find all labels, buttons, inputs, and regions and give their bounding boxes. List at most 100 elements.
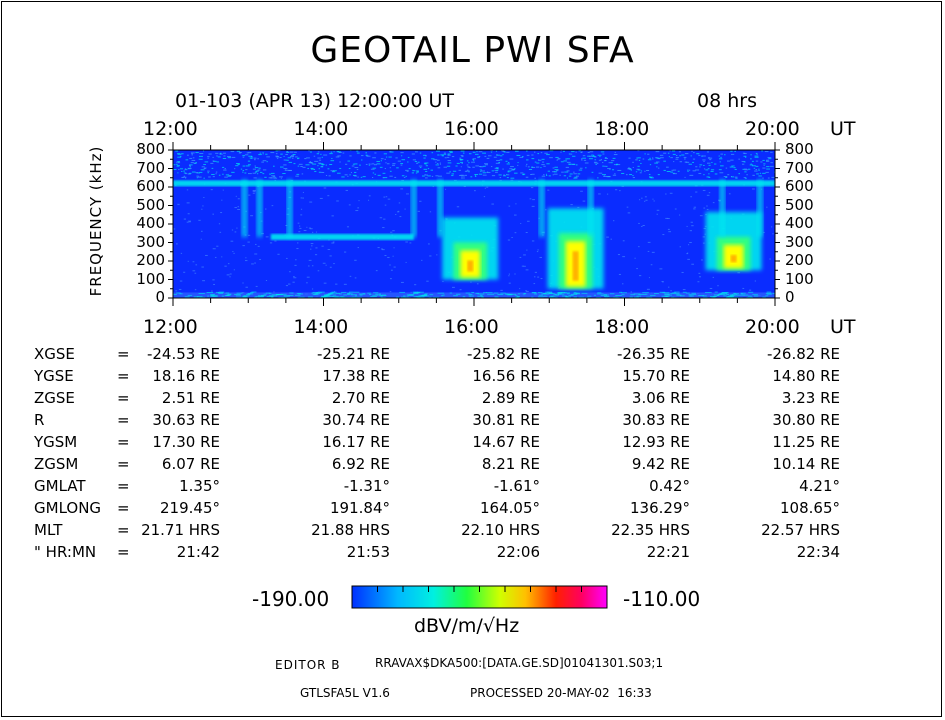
noise-speck — [690, 221, 693, 223]
noise-speck — [445, 188, 447, 190]
noise-speck — [644, 153, 646, 155]
low-freq-speck — [406, 295, 409, 297]
noise-speck — [308, 265, 310, 267]
noise-speck — [446, 156, 450, 158]
noise-speck — [248, 194, 251, 196]
noise-speck — [391, 164, 395, 166]
low-freq-speck — [330, 292, 334, 294]
noise-speck — [755, 160, 759, 162]
noise-speck — [578, 150, 582, 152]
noise-speck — [632, 175, 634, 177]
noise-speck — [186, 154, 189, 156]
noise-speck — [771, 226, 773, 228]
noise-speck — [386, 156, 388, 158]
noise-speck — [414, 284, 417, 286]
noise-speck — [665, 193, 667, 195]
noise-speck — [392, 163, 396, 165]
noise-speck — [368, 163, 370, 165]
noise-speck — [381, 249, 385, 251]
noise-speck — [224, 265, 227, 267]
noise-speck — [470, 281, 472, 283]
noise-speck — [452, 170, 457, 172]
noise-speck — [514, 172, 518, 174]
low-freq-speck — [380, 296, 383, 298]
noise-speck — [415, 170, 419, 172]
low-freq-speck — [726, 296, 733, 298]
noise-speck — [480, 171, 482, 173]
low-freq-speck — [719, 293, 723, 295]
noise-speck — [560, 161, 564, 163]
noise-speck — [279, 176, 283, 178]
noise-speck — [657, 167, 660, 169]
noise-speck — [400, 188, 404, 190]
noise-speck — [696, 153, 700, 155]
noise-speck — [638, 199, 641, 201]
ephemeris-value: 22.10 HRS — [461, 521, 540, 539]
ephemeris-value: 1.35° — [179, 477, 220, 495]
noise-speck — [276, 157, 279, 159]
noise-speck — [701, 155, 706, 157]
noise-speck — [414, 151, 418, 153]
noise-speck — [419, 200, 422, 202]
low-freq-speck — [654, 293, 659, 295]
low-freq-speck — [615, 296, 620, 298]
noise-speck — [427, 243, 430, 245]
low-freq-speck — [226, 294, 232, 296]
noise-speck — [575, 177, 578, 179]
noise-speck — [562, 150, 565, 152]
noise-speck — [573, 177, 576, 179]
low-freq-speck — [621, 294, 625, 296]
noise-speck — [597, 177, 599, 179]
low-freq-speck — [736, 294, 742, 296]
noise-speck — [655, 161, 660, 163]
noise-speck — [212, 160, 215, 162]
noise-speck — [646, 288, 650, 290]
noise-speck — [200, 169, 205, 171]
ephemeris-label: " HR:MN — [34, 543, 97, 561]
noise-speck — [502, 168, 504, 170]
noise-speck — [666, 218, 670, 220]
noise-speck — [352, 163, 355, 165]
noise-speck — [191, 154, 193, 156]
low-freq-speck — [401, 296, 406, 298]
noise-speck — [309, 161, 312, 163]
low-freq-speck — [581, 292, 588, 294]
noise-speck — [389, 278, 392, 280]
noise-speck — [216, 155, 218, 157]
noise-speck — [702, 159, 706, 161]
noise-speck — [425, 165, 428, 167]
ephemeris-value: 2.70 RE — [331, 389, 390, 407]
noise-speck — [183, 271, 186, 273]
noise-speck — [317, 270, 320, 272]
noise-speck — [649, 157, 651, 159]
noise-speck — [192, 270, 196, 272]
noise-speck — [663, 152, 667, 154]
noise-speck — [387, 198, 391, 200]
noise-speck — [376, 163, 381, 165]
noise-speck — [289, 271, 291, 273]
noise-speck — [526, 159, 529, 161]
noise-speck — [735, 177, 738, 179]
noise-speck — [490, 151, 493, 153]
noise-speck — [258, 154, 262, 156]
noise-speck — [201, 166, 205, 168]
low-freq-speck — [251, 291, 257, 293]
noise-speck — [487, 155, 492, 157]
noise-speck — [177, 161, 181, 163]
noise-speck — [219, 152, 222, 154]
noise-speck — [526, 290, 529, 292]
noise-speck — [598, 159, 602, 161]
noise-speck — [321, 164, 325, 166]
noise-speck — [712, 276, 714, 278]
noise-speck — [767, 157, 772, 159]
ephemeris-value: 3.06 RE — [631, 389, 690, 407]
noise-speck — [483, 196, 486, 198]
noise-speck — [257, 245, 260, 247]
noise-speck — [769, 258, 771, 260]
noise-speck — [310, 243, 314, 245]
noise-speck — [459, 158, 462, 160]
noise-speck — [572, 163, 576, 165]
noise-speck — [331, 158, 333, 160]
low-freq-speck — [411, 294, 414, 296]
noise-speck — [423, 162, 426, 164]
